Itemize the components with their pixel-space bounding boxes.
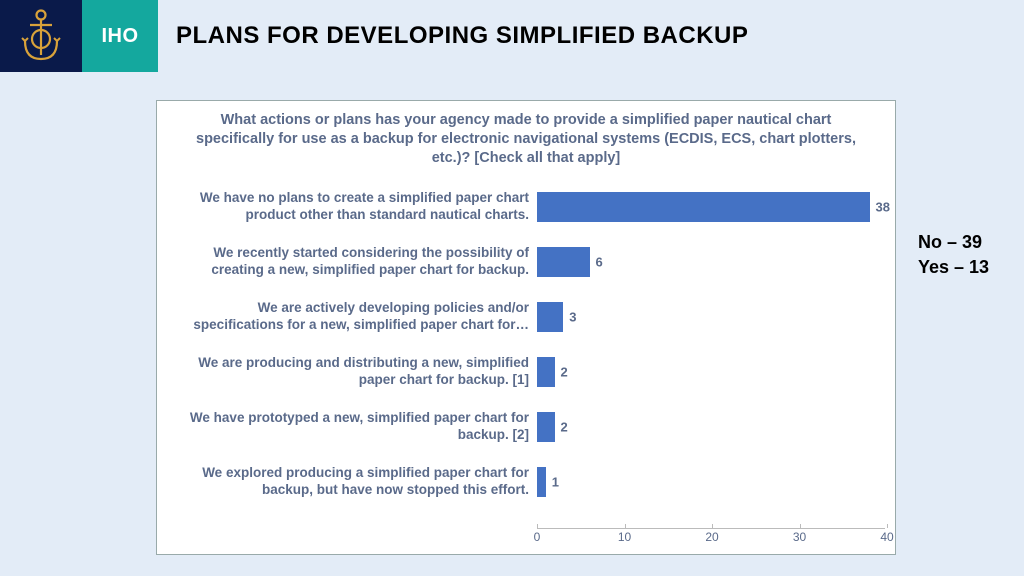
bar-zone: 38: [537, 179, 885, 234]
tick-mark: [887, 524, 888, 528]
bar-zone: 1: [537, 454, 885, 509]
stat-yes: Yes – 13: [918, 255, 989, 280]
value-label: 38: [876, 199, 890, 214]
bar: [537, 247, 590, 277]
anchor-logo-icon: [17, 7, 65, 65]
value-label: 3: [569, 309, 576, 324]
category-label: We have no plans to create a simplified …: [167, 190, 537, 224]
tick-label: 30: [793, 530, 806, 544]
iho-badge: IHO: [82, 0, 158, 72]
bar-zone: 2: [537, 344, 885, 399]
bar: [537, 412, 555, 442]
category-label: We recently started considering the poss…: [167, 245, 537, 279]
bar: [537, 192, 870, 222]
side-stats: No – 39 Yes – 13: [918, 230, 989, 280]
tick-mark: [712, 524, 713, 528]
value-label: 2: [561, 364, 568, 379]
tick-label: 10: [618, 530, 631, 544]
title-box: PLANS FOR DEVELOPING SIMPLIFIED BACKUP: [158, 0, 1024, 72]
page-title: PLANS FOR DEVELOPING SIMPLIFIED BACKUP: [176, 22, 748, 50]
header-bar: IHO PLANS FOR DEVELOPING SIMPLIFIED BACK…: [0, 0, 1024, 72]
bar-zone: 2: [537, 399, 885, 454]
tick-mark: [800, 524, 801, 528]
bar-zone: 3: [537, 289, 885, 344]
axis-line: [537, 528, 885, 529]
tick-label: 40: [880, 530, 893, 544]
tick-mark: [625, 524, 626, 528]
tick-label: 20: [705, 530, 718, 544]
category-label: We are producing and distributing a new,…: [167, 355, 537, 389]
category-label: We explored producing a simplified paper…: [167, 465, 537, 499]
x-axis: 010203040: [537, 528, 885, 548]
category-label: We have prototyped a new, simplified pap…: [167, 410, 537, 444]
chart-row: We are producing and distributing a new,…: [167, 344, 885, 399]
bar: [537, 467, 546, 497]
iho-text: IHO: [101, 25, 138, 48]
plot-area: We have no plans to create a simplified …: [167, 179, 885, 528]
bar: [537, 357, 555, 387]
bar: [537, 302, 563, 332]
chart-row: We have prototyped a new, simplified pap…: [167, 399, 885, 454]
logo-box: [0, 0, 82, 72]
category-label: We are actively developing policies and/…: [167, 300, 537, 334]
bar-zone: 6: [537, 234, 885, 289]
chart-row: We have no plans to create a simplified …: [167, 179, 885, 234]
chart-container: What actions or plans has your agency ma…: [156, 100, 896, 555]
value-label: 2: [561, 419, 568, 434]
chart-title: What actions or plans has your agency ma…: [157, 101, 895, 172]
chart-row: We are actively developing policies and/…: [167, 289, 885, 344]
tick-label: 0: [534, 530, 541, 544]
value-label: 1: [552, 474, 559, 489]
chart-row: We explored producing a simplified paper…: [167, 454, 885, 509]
value-label: 6: [596, 254, 603, 269]
stat-no: No – 39: [918, 230, 989, 255]
chart-row: We recently started considering the poss…: [167, 234, 885, 289]
tick-mark: [537, 524, 538, 528]
